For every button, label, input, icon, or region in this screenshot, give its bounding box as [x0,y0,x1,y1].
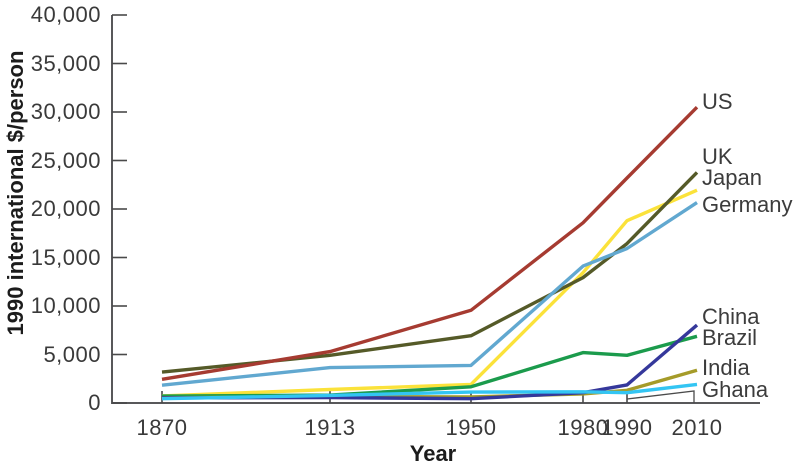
series-label-germany: Germany [702,191,793,217]
y-tick-label-15000: 15,000 [30,244,101,270]
series-label-uk: UK [702,144,733,170]
series-line-japan [161,188,698,398]
series-label-ghana: Ghana [702,377,769,403]
series-label-china: China [702,304,760,330]
series-line-ghana [161,382,698,401]
y-tick-label-5000: 5,000 [43,341,101,367]
series-line-us [161,106,699,381]
y-tick-label-35000: 35,000 [30,50,101,76]
series-label-japan: Japan [702,165,762,191]
series-line-uk [161,171,699,374]
y-tick-label-40000: 40,000 [30,2,101,27]
x-tick-label-1870: 1870 [136,415,188,440]
x-tick-label-1950: 1950 [445,415,497,440]
y-tick-label-30000: 30,000 [30,99,101,124]
series-label-us: US [702,89,733,115]
x-axis-title: Year [409,441,457,466]
y-tick-label-20000: 20,000 [30,196,101,221]
x-tick-label-1980: 1980 [557,415,609,440]
x-tick-2010-step-artifact [626,390,695,403]
y-tick-label-10000: 10,000 [30,293,101,318]
series-label-india: India [702,355,750,381]
y-tick-label-25000: 25,000 [30,147,101,173]
series-label-brazil: Brazil [702,325,758,351]
x-tick-label-1990: 1990 [601,415,653,440]
x-tick-label-2010: 2010 [671,415,723,440]
x-tick-label-1913: 1913 [304,415,356,440]
y-tick-label-0: 0 [88,390,101,415]
series-line-germany [161,201,698,387]
